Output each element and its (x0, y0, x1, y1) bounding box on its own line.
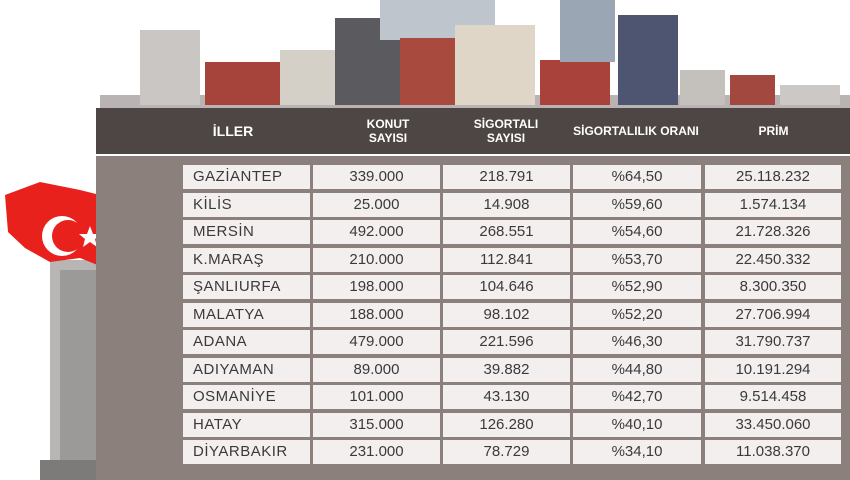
column-header: KONUT SAYISI (366, 117, 410, 145)
value-cell: 98.102 (443, 302, 570, 327)
value-cell: 25.118.232 (705, 165, 841, 189)
value-cell: 231.000 (313, 440, 440, 464)
city-cell: HATAY (183, 412, 310, 437)
value-cell: 198.000 (313, 275, 440, 299)
city-cell: DİYARBAKIR (183, 440, 310, 464)
table-body: GAZİANTEP 339.000 218.791 %64,50 25.118.232 K… (96, 156, 850, 480)
value-cell: %40,10 (573, 412, 701, 437)
value-cell: %34,10 (573, 440, 701, 464)
value-cell: %64,50 (573, 165, 701, 189)
column-header: SİGORTALILIK ORANI (573, 124, 699, 138)
value-cell: 78.729 (443, 440, 570, 464)
value-cell: %52,90 (573, 275, 701, 299)
value-cell: %52,20 (573, 302, 701, 327)
value-cell: 27.706.994 (705, 302, 841, 327)
value-cell: 104.646 (443, 275, 570, 299)
city-cell: ADANA (183, 330, 310, 354)
value-cell: 39.882 (443, 357, 570, 382)
city-cell: MALATYA (183, 302, 310, 327)
value-cell: %44,80 (573, 357, 701, 382)
value-cell: 89.000 (313, 357, 440, 382)
value-cell: 11.038.370 (705, 440, 841, 464)
value-cell: %53,70 (573, 247, 701, 272)
city-cell: MERSİN (183, 220, 310, 244)
value-cell: 21.728.326 (705, 220, 841, 244)
value-cell: 8.300.350 (705, 275, 841, 299)
value-cell: 188.000 (313, 302, 440, 327)
value-cell: 492.000 (313, 220, 440, 244)
city-cell: GAZİANTEP (183, 165, 310, 189)
value-cell: 218.791 (443, 165, 570, 189)
value-cell: 126.280 (443, 412, 570, 437)
column-header: SİGORTALI SAYISI (473, 117, 539, 145)
value-cell: 1.574.134 (705, 192, 841, 217)
city-cell: K.MARAŞ (183, 247, 310, 272)
value-cell: 339.000 (313, 165, 440, 189)
value-cell: 9.514.458 (705, 385, 841, 409)
value-cell: 31.790.737 (705, 330, 841, 354)
value-cell: 101.000 (313, 385, 440, 409)
value-cell: 221.596 (443, 330, 570, 354)
value-cell: %46,30 (573, 330, 701, 354)
city-cell: KİLİS (183, 192, 310, 217)
value-cell: %59,60 (573, 192, 701, 217)
value-cell: 479.000 (313, 330, 440, 354)
value-cell: 315.000 (313, 412, 440, 437)
table-header: İLLER KONUT SAYISI SİGORTALI SAYISI SİGORTA… (96, 108, 850, 154)
value-cell: 10.191.294 (705, 357, 841, 382)
city-cell: ADIYAMAN (183, 357, 310, 382)
value-cell: 210.000 (313, 247, 440, 272)
value-cell: 25.000 (313, 192, 440, 217)
value-cell: 14.908 (443, 192, 570, 217)
column-header: PRİM (758, 124, 789, 138)
column-header: İLLER (212, 123, 254, 139)
value-cell: 112.841 (443, 247, 570, 272)
value-cell: 33.450.060 (705, 412, 841, 437)
skyline (100, 0, 850, 108)
city-cell: ŞANLIURFA (183, 275, 310, 299)
value-cell: 268.551 (443, 220, 570, 244)
value-cell: %54,60 (573, 220, 701, 244)
value-cell: 22.450.332 (705, 247, 841, 272)
value-cell: %42,70 (573, 385, 701, 409)
city-cell: OSMANİYE (183, 385, 310, 409)
value-cell: 43.130 (443, 385, 570, 409)
